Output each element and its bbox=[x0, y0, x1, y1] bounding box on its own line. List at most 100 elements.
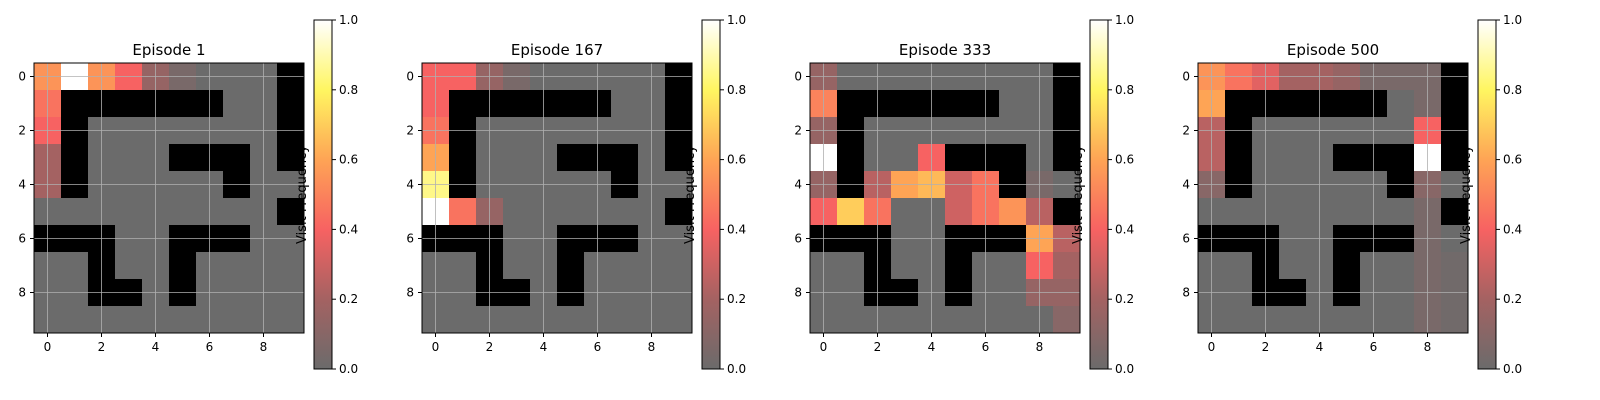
y-tick-label: 6 bbox=[1182, 232, 1190, 246]
colorbar-label: Visit Frequency bbox=[295, 145, 310, 244]
colorbar-tick-label: 0.4 bbox=[339, 222, 358, 236]
x-tick-label: 8 bbox=[260, 340, 268, 354]
colorbar-tick-label: 0.8 bbox=[727, 83, 746, 97]
heatmap-cell bbox=[449, 252, 477, 280]
heatmap-cell bbox=[611, 306, 639, 334]
heatmap-panel-0: Episode 1 0 2 4 6 8 0 2 4 6 8 0.0 0.2 0.4 0.6 0.8 1.0 Vis… bbox=[18, 13, 358, 376]
heatmap-cell bbox=[1225, 306, 1253, 334]
wall-cell bbox=[837, 144, 865, 172]
colorbar-tick-label: 0.0 bbox=[1503, 362, 1522, 376]
heatmap-cell bbox=[1387, 306, 1415, 334]
x-tick-label: 8 bbox=[1424, 340, 1432, 354]
colorbar-tick-label: 0.8 bbox=[1503, 83, 1522, 97]
y-tick-label: 0 bbox=[794, 70, 802, 84]
y-tick-label: 4 bbox=[1182, 178, 1190, 192]
heatmap-cell bbox=[1053, 306, 1081, 334]
colorbar-tick-label: 1.0 bbox=[339, 13, 358, 27]
heatmap-cell bbox=[1279, 198, 1307, 226]
wall-cell bbox=[611, 144, 639, 172]
heatmap-cell bbox=[999, 252, 1027, 280]
wall-cell bbox=[169, 144, 197, 172]
heatmap-cell bbox=[945, 306, 973, 334]
heatmap-cell bbox=[557, 198, 585, 226]
heatmap-cell bbox=[115, 252, 143, 280]
y-tick-label: 8 bbox=[1182, 286, 1190, 300]
heatmap-cell bbox=[611, 198, 639, 226]
chart-title: Episode 1 bbox=[132, 41, 205, 59]
heatmap-cell bbox=[1333, 306, 1361, 334]
heatmap-cell bbox=[837, 306, 865, 334]
y-tick-label: 0 bbox=[1182, 70, 1190, 84]
colorbar-tick-label: 0.8 bbox=[1115, 83, 1134, 97]
heatmap-cell bbox=[115, 306, 143, 334]
x-tick-label: 4 bbox=[152, 340, 160, 354]
heatmap-cell bbox=[1279, 252, 1307, 280]
x-tick-label: 6 bbox=[594, 340, 602, 354]
wall-cell bbox=[61, 90, 89, 118]
heatmap-cell bbox=[557, 306, 585, 334]
wall-cell bbox=[945, 144, 973, 172]
colorbar-tick-label: 1.0 bbox=[1115, 13, 1134, 27]
x-tick-label: 0 bbox=[432, 340, 440, 354]
wall-cell bbox=[277, 198, 305, 226]
heatmap-cell bbox=[891, 306, 919, 334]
heatmap-cell bbox=[1053, 252, 1081, 280]
wall-cell bbox=[557, 144, 585, 172]
heatmap-cell bbox=[1387, 198, 1415, 226]
wall-cell bbox=[1053, 144, 1081, 172]
colorbar-tick-label: 0.2 bbox=[727, 292, 746, 306]
wall-cell bbox=[115, 90, 143, 118]
wall-cell bbox=[1279, 90, 1307, 118]
wall-cell bbox=[1387, 144, 1415, 172]
y-tick-label: 4 bbox=[18, 178, 26, 192]
y-tick-label: 8 bbox=[794, 286, 802, 300]
wall-cell bbox=[665, 90, 693, 118]
heatmap-panel-1: Episode 167 0 2 4 6 8 0 2 4 6 8 0.0 0.2 0.4 0.6 0.8 1.0 V… bbox=[406, 13, 746, 376]
y-tick-label: 6 bbox=[18, 232, 26, 246]
heatmap-cell bbox=[1279, 306, 1307, 334]
x-tick-label: 2 bbox=[98, 340, 106, 354]
heatmap-cell bbox=[115, 198, 143, 226]
y-tick-label: 2 bbox=[1182, 124, 1190, 138]
wall-cell bbox=[665, 198, 693, 226]
heatmap-cell bbox=[665, 306, 693, 334]
colorbar-tick-label: 0.4 bbox=[727, 222, 746, 236]
colorbar-tick-label: 0.4 bbox=[1503, 222, 1522, 236]
heatmap-cell bbox=[169, 198, 197, 226]
colorbar-tick-label: 0.6 bbox=[1503, 153, 1522, 167]
wall-cell bbox=[449, 90, 477, 118]
wall-cell bbox=[1333, 90, 1361, 118]
axes-frame bbox=[421, 62, 693, 334]
heatmap-cell bbox=[1387, 252, 1415, 280]
heatmap-cell bbox=[61, 252, 89, 280]
colorbar-tick-label: 1.0 bbox=[1503, 13, 1522, 27]
wall-cell bbox=[169, 90, 197, 118]
x-tick-label: 6 bbox=[982, 340, 990, 354]
y-tick-label: 8 bbox=[18, 286, 26, 300]
x-tick-label: 0 bbox=[44, 340, 52, 354]
wall-cell bbox=[1053, 198, 1081, 226]
x-tick-label: 0 bbox=[1208, 340, 1216, 354]
axes-frame bbox=[809, 62, 1081, 334]
wall-cell bbox=[557, 252, 585, 280]
colorbar-tick-label: 1.0 bbox=[727, 13, 746, 27]
wall-cell bbox=[945, 252, 973, 280]
heatmap-cell bbox=[277, 306, 305, 334]
y-tick-label: 4 bbox=[794, 178, 802, 192]
heatmap-panel-3: Episode 500 0 2 4 6 8 0 2 4 6 8 0.0 0.2 0.4 0.6 0.8 1.0 V… bbox=[1182, 13, 1522, 376]
heatmap-cell bbox=[999, 306, 1027, 334]
wall-cell bbox=[1333, 144, 1361, 172]
heatmap-cell bbox=[503, 306, 531, 334]
colorbar-tick-label: 0.6 bbox=[339, 153, 358, 167]
heatmap-cell bbox=[611, 252, 639, 280]
heatmap-cell bbox=[1441, 306, 1469, 334]
heatmap-cell bbox=[277, 252, 305, 280]
heatmap-cell bbox=[891, 144, 919, 172]
x-tick-label: 6 bbox=[1370, 340, 1378, 354]
heatmap-cell bbox=[999, 90, 1027, 118]
heatmap-cell bbox=[837, 252, 865, 280]
y-tick-label: 2 bbox=[794, 124, 802, 138]
heatmap-cell bbox=[891, 198, 919, 226]
wall-cell bbox=[503, 90, 531, 118]
